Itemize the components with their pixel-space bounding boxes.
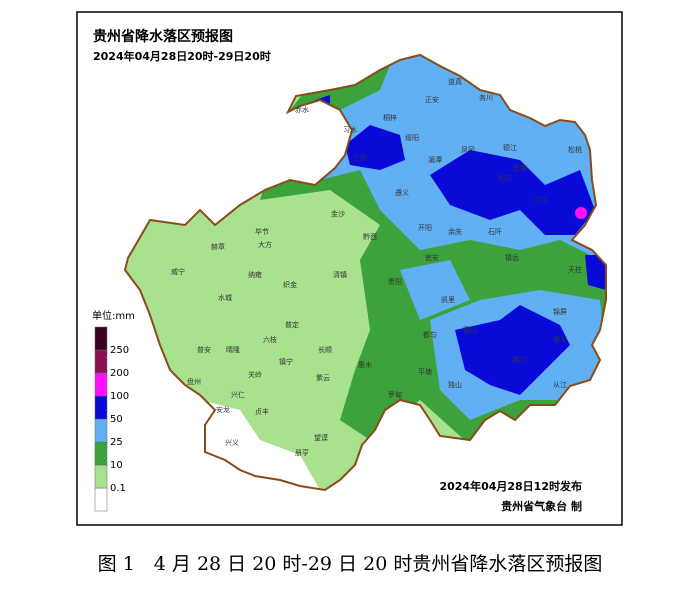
city-label: 印江 [498,174,512,182]
city-label: 瓮安 [425,253,439,262]
city-label: 织金 [283,280,297,289]
legend-label: 0.1 [110,483,126,494]
city-label: 都匀 [423,330,437,339]
city-label: 威宁 [171,267,185,276]
legend-swatch [94,418,108,443]
legend-swatch [94,372,108,397]
city-label: 锦屏 [553,307,567,316]
city-label: 湄潭 [428,155,442,164]
city-label: 思南 [513,163,527,172]
city-label: 遵义 [395,188,409,197]
area-blue [585,255,606,290]
city-label: 江口 [533,196,547,204]
city-label: 毕节 [255,227,269,236]
legend: 0.1 10 25 50 100 200 250 [94,326,129,512]
legend-unit: 单位:mm [92,309,135,322]
city-label: 雷山 [463,325,477,334]
area-magenta [575,207,587,219]
area-blue [430,150,595,235]
legend-swatch [94,487,108,512]
city-label: 习水 [343,125,357,134]
legend-label: 25 [110,437,123,448]
city-label: 镇远 [505,253,519,262]
legend-swatch [94,441,108,466]
issued: 2024年04月28日12时发布 [439,479,582,493]
city-label: 盘州 [187,377,201,386]
city-label: 天柱 [568,265,582,274]
city-label: 册亨 [295,448,309,457]
city-label: 晴隆 [226,345,240,354]
area-blue [345,125,405,170]
area-light-blue [400,260,470,320]
agency: 贵州省气象台 制 [501,499,582,513]
map-title: 贵州省降水落区预报图 [93,28,233,45]
city-label: 道真 [448,77,462,86]
city-label: 惠水 [358,360,372,369]
city-label: 仁怀 [353,153,367,162]
legend-label: 250 [110,345,129,356]
city-label: 凤冈 [461,146,475,154]
city-label: 开阳 [418,223,432,232]
map-subtitle: 2024年04月28日20时-29日20时 [93,49,271,63]
city-label: 大方 [258,240,272,249]
city-label: 黔西 [363,232,377,241]
city-label: 榕江 [513,355,527,364]
city-label: 罗甸 [388,390,402,399]
legend-swatch [94,349,108,374]
city-label: 望谟 [314,433,328,442]
city-label: 普安 [197,345,211,354]
legend-label: 100 [110,391,129,402]
city-label: 松桃 [568,145,582,154]
legend-swatch [94,395,108,420]
city-label: 贵阳 [388,277,402,286]
city-label: 余庆 [448,227,462,236]
figure-caption: 图 1 4 月 28 日 20 时-29 日 20 时贵州省降水落区预报图 [98,553,603,575]
city-label: 关岭 [248,370,262,379]
province-border [123,53,607,492]
city-label: 平塘 [418,367,432,376]
city-label: 安龙 [216,405,230,414]
city-label: 兴仁 [231,390,245,399]
city-label: 金沙 [331,209,345,218]
city-label: 水城 [218,293,232,302]
city-label: 黎平 [553,335,567,344]
city-label: 绥阳 [405,133,419,142]
city-label: 镇宁 [279,357,293,366]
city-label: 紫云 [316,374,330,382]
city-label: 赤水 [295,105,309,114]
city-label: 清镇 [333,270,347,279]
city-label: 桐梓 [383,113,397,122]
city-label: 独山 [448,380,462,389]
city-label: 兴义 [225,438,239,447]
legend-label: 10 [110,460,123,471]
city-label: 赫章 [211,242,225,251]
city-label: 贞丰 [255,407,269,416]
area-blue [455,305,570,395]
city-label: 正安 [425,95,439,104]
city-label: 六枝 [263,335,277,344]
city-label: 务川 [479,93,493,102]
city-label: 凯里 [441,295,455,304]
legend-label: 50 [110,414,123,425]
city-label: 纳雍 [248,270,262,279]
legend-swatch [94,464,108,489]
legend-swatch [94,326,108,351]
city-label: 长顺 [318,345,332,354]
city-label: 从江 [553,381,567,389]
city-label: 普定 [285,320,299,329]
city-label: 德江 [503,143,517,152]
city-label: 石阡 [488,227,502,236]
legend-label: 200 [110,368,129,379]
